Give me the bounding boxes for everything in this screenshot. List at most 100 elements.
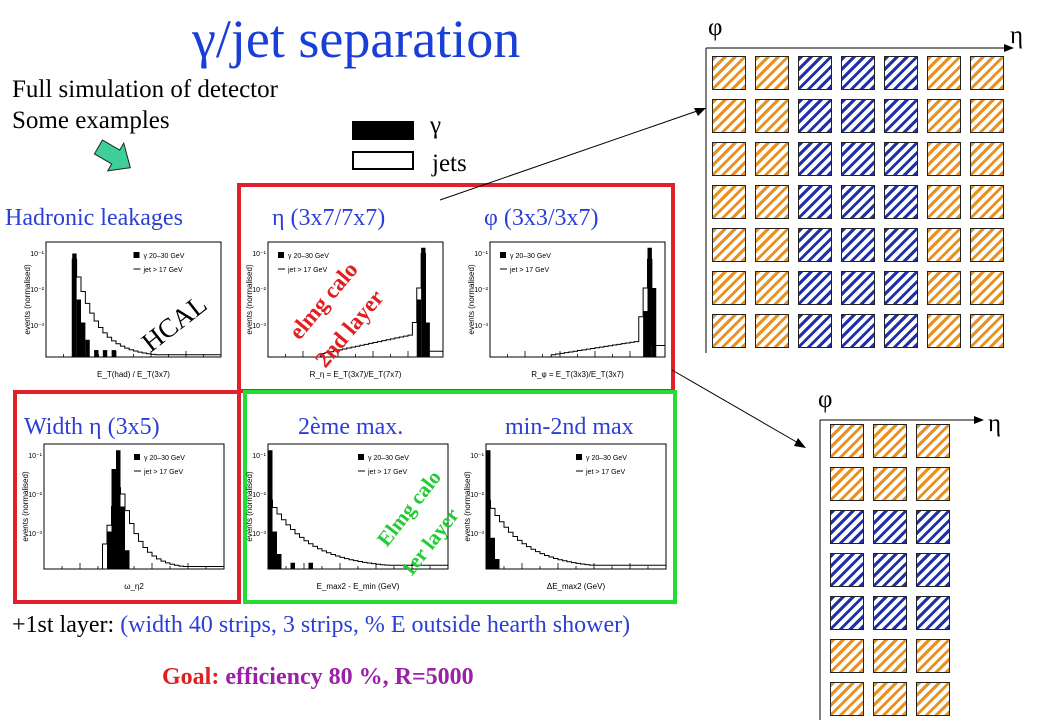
- grid-axes-top: [705, 44, 1014, 353]
- gamma-bar: [643, 311, 648, 357]
- legend-gamma-mark: [358, 454, 364, 460]
- gamma-bar: [107, 531, 112, 569]
- goal-label: Goal:: [162, 664, 220, 690]
- grid-cell: [830, 596, 864, 630]
- grid-cell: [755, 314, 789, 348]
- hist-width: events (normalised) 10⁻¹ 10⁻² 10⁻³ ω_η2 γ 20–…: [21, 443, 225, 591]
- grid-cell: [798, 99, 832, 133]
- y-tick-label: 10⁻²: [30, 287, 44, 294]
- grid-cell: [755, 185, 789, 219]
- grid-cell: [841, 271, 875, 305]
- grid-cell: [755, 99, 789, 133]
- panel-title-phi: φ (3x3/3x7): [484, 205, 599, 231]
- legend-gamma-mark: [134, 454, 140, 460]
- grid-cell: [916, 596, 950, 630]
- intro-line-2: Some examples: [12, 107, 170, 134]
- grid-cell: [873, 682, 907, 716]
- grid-cell: [712, 56, 746, 90]
- grid-cell: [873, 467, 907, 501]
- grid-cell: [798, 56, 832, 90]
- grid-cell: [712, 99, 746, 133]
- legend-gamma-swatch: [352, 121, 414, 140]
- frame-red-bottom: [13, 390, 241, 604]
- hist-eta: events (normalised) 10⁻¹ 10⁻² 10⁻³ R_η = E_T…: [245, 241, 444, 379]
- legend-jet-text: jet > 17 GeV: [509, 267, 549, 274]
- grid-cell: [927, 228, 961, 262]
- y-axis-label: events (normalised): [245, 264, 254, 335]
- y-tick-label: 10⁻³: [30, 323, 44, 330]
- jet-line: [267, 499, 448, 569]
- legend-gamma-mark: [576, 454, 582, 460]
- grid-cell: [927, 56, 961, 90]
- y-tick-label: 10⁻²: [474, 287, 488, 294]
- grid-cell: [873, 639, 907, 673]
- grid-cell: [830, 553, 864, 587]
- goal-line: Goal: efficiency 80 %, R=5000: [162, 664, 474, 691]
- grid-cell: [798, 271, 832, 305]
- grid-cell: [841, 314, 875, 348]
- grid-cell: [970, 228, 1004, 262]
- x-axis-label: E_max2 - E_min (GeV): [317, 582, 400, 591]
- grid-cell: [873, 596, 907, 630]
- y-axis-label: events (normalised): [245, 471, 254, 542]
- gamma-bar: [490, 537, 495, 569]
- hist-min2nd: events (normalised) 10⁻¹ 10⁻² 10⁻³ ΔE_max2 (…: [463, 443, 667, 591]
- intro-line-1: Full simulation of detector: [12, 76, 278, 103]
- panel-title-min2nd: min-2nd max: [505, 414, 634, 440]
- grid-cell: [916, 467, 950, 501]
- gamma-bar: [495, 559, 500, 569]
- gamma-bar: [85, 339, 90, 357]
- frame-green: [243, 390, 677, 604]
- gamma-bar: [102, 350, 108, 357]
- panel-title-eta: η (3x7/7x7): [272, 205, 386, 231]
- y-tick-label: 10⁻¹: [470, 453, 484, 460]
- grid-axes-bottom: [819, 416, 984, 720]
- x-axis-label: E_T(had) / E_T(3x7): [97, 370, 170, 379]
- grid-cell: [798, 228, 832, 262]
- jet-line: [485, 499, 666, 569]
- grid-cell: [916, 553, 950, 587]
- grid-cell: [970, 185, 1004, 219]
- grid-cell: [841, 185, 875, 219]
- legend-gamma-text: γ 20–30 GeV: [288, 253, 329, 260]
- y-tick-label: 10⁻³: [28, 531, 42, 538]
- jet-line: [268, 253, 443, 358]
- y-tick-label: 10⁻¹: [252, 251, 266, 258]
- y-tick-label: 10⁻²: [252, 492, 266, 499]
- legend-gamma-text: γ 20–30 GeV: [368, 455, 409, 462]
- gamma-bar: [125, 550, 130, 569]
- jet-line: [44, 487, 224, 570]
- legend-jets-swatch: [352, 151, 414, 170]
- legend-gamma-mark: [133, 252, 140, 258]
- y-tick-label: 10⁻²: [252, 287, 266, 294]
- grid-cell: [755, 271, 789, 305]
- axis-eta-top: η: [1010, 22, 1024, 49]
- grid-cell: [970, 142, 1004, 176]
- legend-jet-text: jet > 17 GeV: [367, 469, 407, 476]
- grid-cell: [830, 639, 864, 673]
- grid-cell: [755, 56, 789, 90]
- legend-jet-text: jet > 17 GeV: [143, 469, 183, 476]
- legend-gamma-text: γ 20–30 GeV: [510, 253, 551, 260]
- grid-cell: [712, 142, 746, 176]
- grid-cell: [712, 314, 746, 348]
- page-title: γ/jet separation: [192, 9, 521, 69]
- legend-gamma-text: γ 20–30 GeV: [144, 455, 185, 462]
- grid-cell: [830, 510, 864, 544]
- gamma-bar: [308, 562, 313, 569]
- gamma-bar: [81, 322, 86, 357]
- grid-cell: [916, 682, 950, 716]
- grid-cell: [970, 99, 1004, 133]
- y-axis-label: events (normalised): [463, 471, 472, 542]
- footer-prefix: +1st layer:: [12, 612, 121, 638]
- y-tick-label: 10⁻¹: [30, 251, 44, 258]
- y-tick-label: 10⁻³: [252, 531, 266, 538]
- y-tick-label: 10⁻²: [28, 492, 42, 499]
- arrow-icon: [93, 139, 131, 172]
- goal-text: efficiency 80 %, R=5000: [225, 664, 474, 690]
- y-tick-label: 10⁻¹: [474, 251, 488, 258]
- gamma-bar: [647, 247, 652, 357]
- grid-cell: [916, 639, 950, 673]
- legend-gamma-label: γ: [430, 112, 442, 139]
- grid-cell: [927, 271, 961, 305]
